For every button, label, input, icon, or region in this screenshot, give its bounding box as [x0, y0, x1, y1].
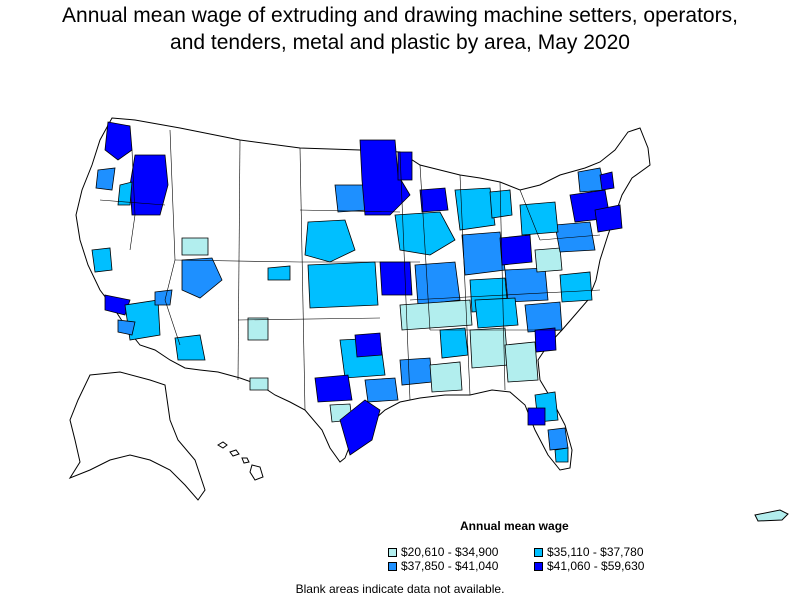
legend-item-4: $41,060 - $59,630: [534, 560, 644, 573]
alaska-outline: [68, 371, 206, 501]
legend-label-4: $41,060 - $59,630: [547, 559, 645, 573]
title-line-1: Annual mean wage of extruding and drawin…: [62, 4, 738, 27]
legend-item-1: $20,610 - $34,900: [388, 546, 498, 559]
legend-swatch-1: [388, 548, 397, 557]
title-line-2: and tenders, metal and plastic by area, …: [170, 31, 630, 54]
hawaii-islands: [217, 441, 264, 481]
legend-title: Annual mean wage: [460, 519, 569, 533]
area-regions: [91, 121, 623, 463]
legend-swatch-4: [534, 562, 543, 571]
legend-swatch-3: [388, 562, 397, 571]
legend-label-3: $37,850 - $41,040: [401, 559, 499, 573]
puerto-rico-outline: [754, 509, 789, 522]
legend-label-2: $35,110 - $37,780: [547, 545, 644, 559]
legend-label-1: $20,610 - $34,900: [401, 545, 499, 559]
state-boundaries: [99, 129, 601, 411]
legend-item-2: $35,110 - $37,780: [534, 546, 644, 559]
legend-swatch-2: [534, 548, 543, 557]
legend-item-3: $37,850 - $41,040: [388, 560, 498, 573]
footnote: Blank areas indicate data not available.: [295, 582, 505, 596]
map-title: Annual mean wage of extruding and drawin…: [0, 2, 800, 56]
